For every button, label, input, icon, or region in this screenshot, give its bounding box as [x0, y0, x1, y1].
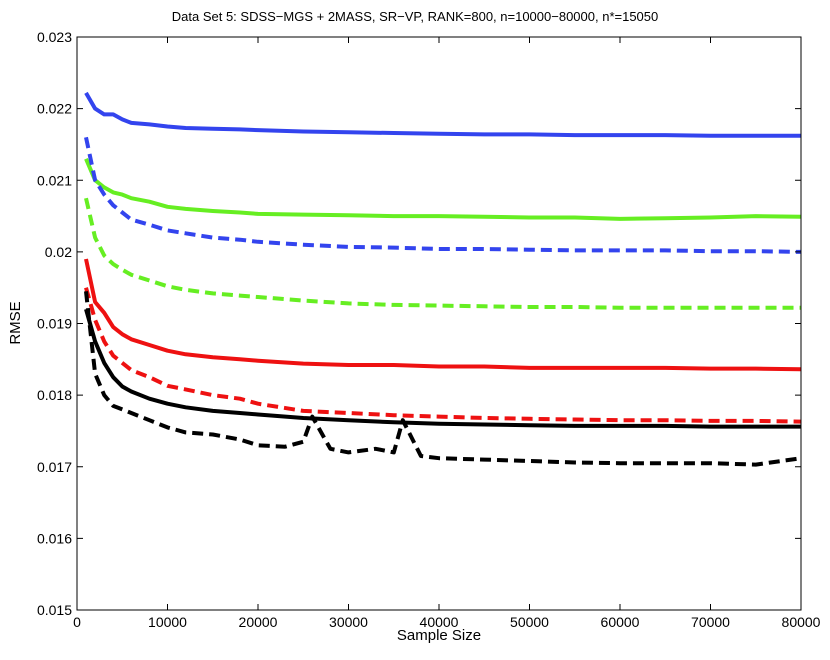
- y-tick-label: 0.016: [37, 530, 72, 546]
- y-tick-label: 0.02: [45, 244, 72, 260]
- y-tick-label: 0.019: [37, 316, 72, 332]
- y-tick-label: 0.023: [37, 29, 72, 45]
- ticks-layer: 0 10000 20000 30000 40000 50000 60000 70000 8000…: [37, 29, 821, 630]
- y-tick-label: 0.017: [37, 459, 72, 475]
- x-tick-label: 0: [73, 614, 81, 630]
- y-tick-label: 0.021: [37, 172, 72, 188]
- series-line-7: [84, 308, 801, 429]
- x-tick-label: 20000: [239, 614, 278, 630]
- series-line-4: [84, 197, 801, 310]
- series-line-5: [84, 258, 802, 372]
- x-tick-label: 50000: [510, 614, 549, 630]
- x-axis-label: Sample Size: [397, 627, 481, 644]
- plot-area-frame: [76, 36, 802, 611]
- y-tick-label: 0.018: [37, 387, 72, 403]
- series-line-1: [84, 91, 801, 138]
- y-axis-label: RMSE: [7, 301, 24, 344]
- chart-title: Data Set 5: SDSS−MGS + 2MASS, SR−VP, RAN…: [172, 9, 659, 24]
- series-line-6: [84, 287, 802, 424]
- series-line-8: [84, 291, 802, 467]
- x-tick-label: 80000: [782, 614, 821, 630]
- x-tick-label: 40000: [420, 614, 459, 630]
- y-tick-label: 0.022: [37, 101, 72, 117]
- x-tick-label: 70000: [691, 614, 730, 630]
- y-tick-label: 0.015: [37, 602, 72, 618]
- x-tick-label: 10000: [148, 614, 187, 630]
- series-line-2: [84, 158, 802, 221]
- x-tick-label: 60000: [601, 614, 640, 630]
- series-layer: [84, 91, 802, 467]
- series-line-3: [84, 136, 802, 254]
- x-tick-label: 30000: [329, 614, 368, 630]
